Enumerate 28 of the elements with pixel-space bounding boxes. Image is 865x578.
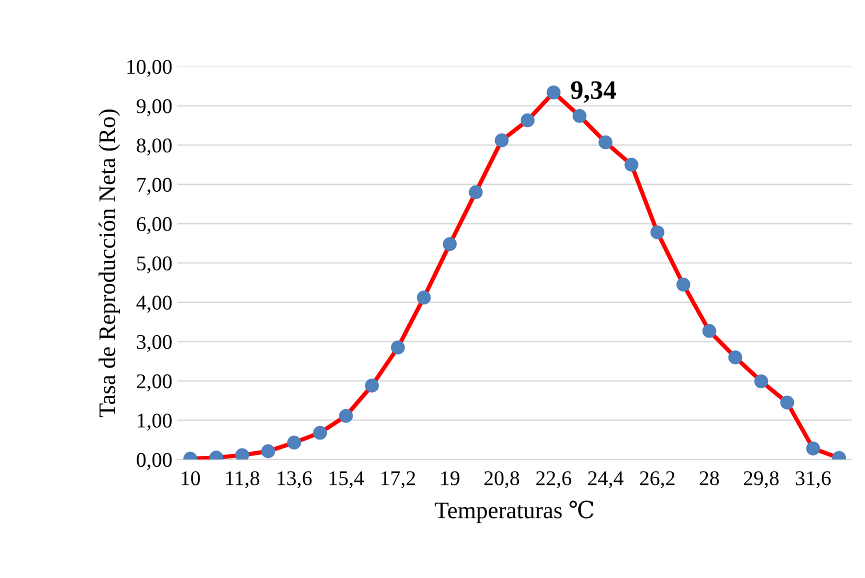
x-tick-label: 28 bbox=[700, 471, 719, 486]
x-tick-label: 13,6 bbox=[278, 471, 312, 488]
y-tick-label: 4,00 bbox=[136, 296, 172, 313]
x-tick-label: 17,2 bbox=[382, 471, 415, 488]
y-tick-label: 6,00 bbox=[136, 217, 172, 234]
x-tick-label: 26,2 bbox=[640, 471, 674, 488]
x-tick-label: 15,4 bbox=[330, 471, 364, 488]
annotation: 9,34 bbox=[570, 81, 616, 103]
x-tick-label: 19 bbox=[441, 471, 460, 486]
y-tick-label: 5,00 bbox=[137, 256, 172, 274]
y-tick-label: 8,00 bbox=[136, 138, 172, 156]
x-tick-label: 29,8 bbox=[744, 471, 779, 488]
y-tick-label: 10,00 bbox=[127, 60, 172, 77]
x-tick-label: 31,6 bbox=[796, 471, 831, 488]
x-tick-label: 20,8 bbox=[484, 471, 520, 488]
y-tick-label: 7,00 bbox=[137, 178, 172, 195]
y-tick-label: 0,00 bbox=[136, 452, 172, 470]
y-tick-label: 2,00 bbox=[136, 374, 172, 392]
x-tick-label: 22,6 bbox=[536, 471, 572, 488]
x-tick-label: 11,8 bbox=[226, 471, 260, 488]
point bbox=[235, 448, 250, 460]
y-tick-label: 9,00 bbox=[136, 99, 172, 116]
x-tick-label: 10 bbox=[182, 471, 200, 486]
x-axis-title: Temperaturas ℃ bbox=[434, 500, 594, 524]
y-tick-label: 3,00 bbox=[137, 334, 172, 352]
y-axis-title: Tasa de Reproducción Neta (Ro) bbox=[98, 109, 120, 418]
x-tick-label: 24,4 bbox=[588, 471, 624, 488]
y-tick-label: 1,00 bbox=[138, 414, 172, 431]
